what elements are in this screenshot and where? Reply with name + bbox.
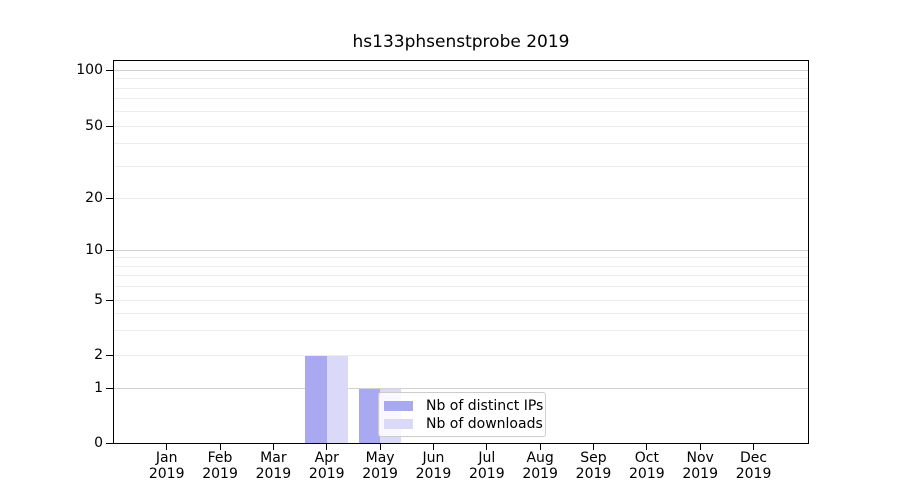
gridline-minor [114,257,808,259]
gridline-minor [114,165,808,167]
x-tick-year: 2019 [468,465,505,482]
x-tick-mark [219,444,221,450]
gridline-minor [114,313,808,315]
x-tick-label: Oct 2019 [617,450,677,482]
x-tick-month: Dec [740,450,768,466]
plot-frame [113,60,809,444]
bar-distinct-ips [358,388,381,444]
legend-item: Nb of distinct IPs [384,397,545,415]
y-tick-mark [106,388,113,389]
legend-swatch-distinct-ips [384,401,413,411]
x-tick-mark [486,444,488,450]
x-tick-year: 2019 [575,465,612,482]
x-tick-year: 2019 [202,465,238,482]
x-tick-month: Jul [478,450,496,466]
gridline-minor [114,78,808,79]
x-tick-month: Apr [314,450,339,466]
x-tick-year: 2019 [308,465,345,482]
x-tick-label: Jun 2019 [403,450,463,482]
gridline-minor [114,299,808,301]
y-tick-mark [106,249,113,251]
bar-distinct-ips [305,355,327,444]
x-tick-label: May 2019 [350,450,410,482]
x-tick-mark [432,444,434,450]
x-tick-year: 2019 [522,465,558,482]
gridline-major [114,249,808,251]
x-tick-month: Aug [526,450,554,466]
x-tick-mark [646,444,648,450]
x-tick-label: Dec 2019 [724,450,784,482]
x-tick-mark [539,444,541,450]
gridline-major [114,388,808,389]
x-tick-year: 2019 [735,465,772,482]
x-tick-label: Jul 2019 [457,450,517,482]
chart-title: hs133phsenstprobe 2019 [352,32,570,52]
y-tick-label: 5 [94,291,103,308]
gridline-minor [114,265,808,267]
gridline-minor [114,143,808,145]
x-tick-mark [593,444,594,450]
x-tick-month: Sep [580,450,607,466]
y-tick-mark [106,355,113,356]
y-tick-mark [106,125,113,127]
x-tick-label: Feb 2019 [190,450,250,482]
gridline-minor [114,87,808,89]
legend: Nb of distinct IPs Nb of downloads [378,392,546,437]
legend-label: Nb of distinct IPs [426,398,544,414]
y-tick-label: 50 [85,117,103,134]
x-tick-label: Apr 2019 [297,450,357,482]
y-tick-label: 2 [94,347,103,363]
y-tick-label: 20 [85,189,103,206]
gridline-minor [114,286,808,288]
bar-downloads [326,355,349,444]
y-tick-mark [106,443,113,444]
y-tick-label: 0 [94,435,103,451]
x-tick-label: Nov 2019 [670,450,730,482]
x-tick-mark [326,444,328,450]
x-tick-mark [753,444,755,450]
x-tick-month: May [365,450,395,466]
gridline-minor [114,275,808,277]
x-tick-year: 2019 [148,465,185,482]
gridline-minor [114,98,808,100]
x-tick-month: Feb [207,450,233,466]
gridline-minor [114,197,808,199]
legend-item: Nb of downloads [384,415,545,433]
gridline-major [114,69,808,71]
gridline-minor [114,125,808,127]
gridline-minor [114,355,808,356]
y-tick-label: 1 [94,380,103,396]
y-tick-mark [106,299,113,301]
y-tick-mark [106,197,113,199]
x-tick-mark [379,444,381,450]
y-tick-label: 10 [85,241,103,258]
x-tick-month: Mar [260,450,287,466]
x-tick-year: 2019 [415,465,452,482]
x-tick-year: 2019 [255,465,292,482]
x-tick-month: Jan [155,450,178,466]
legend-label: Nb of downloads [426,416,543,432]
x-tick-mark [166,444,168,450]
y-tick-mark [106,69,113,71]
x-tick-year: 2019 [362,465,398,482]
x-tick-label: Sep 2019 [564,450,624,482]
x-tick-year: 2019 [629,465,665,482]
x-tick-mark [699,444,701,450]
y-tick-label: 100 [76,61,103,78]
x-tick-label: Jan 2019 [137,450,197,482]
gridline-minor [114,110,808,112]
legend-swatch-downloads [384,419,413,429]
x-tick-year: 2019 [682,465,718,482]
x-tick-month: Oct [634,450,659,466]
x-tick-month: Jun [422,450,445,466]
gridline-minor [114,330,808,332]
x-tick-month: Nov [686,450,714,466]
x-tick-label: Mar 2019 [243,450,303,482]
x-tick-label: Aug 2019 [510,450,570,482]
x-tick-mark [272,444,274,450]
